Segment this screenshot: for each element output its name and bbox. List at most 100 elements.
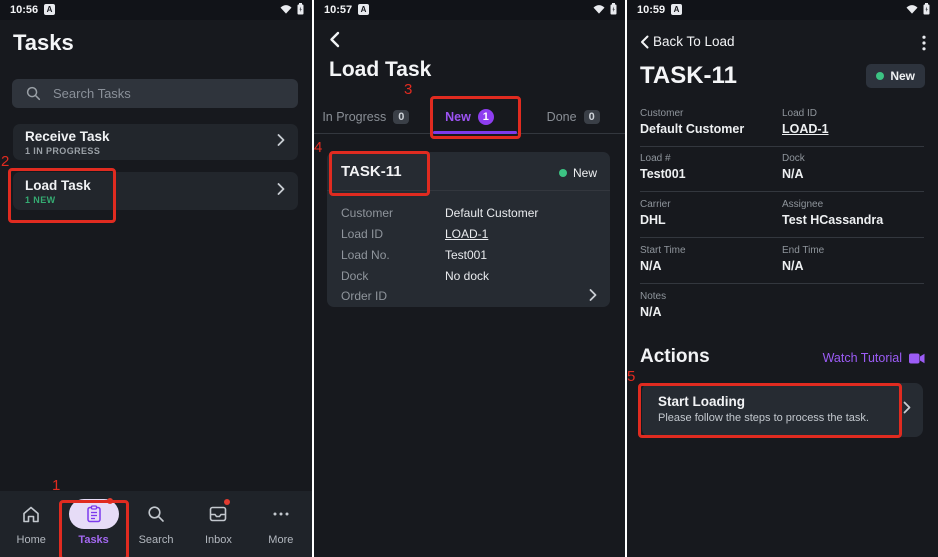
- row-orderid-label: Order ID: [341, 287, 387, 305]
- back-to-load-button[interactable]: Back To Load: [640, 34, 735, 49]
- notification-app-icon: A: [44, 4, 55, 15]
- tab-new-label: New: [445, 110, 471, 124]
- task-status: New: [558, 166, 597, 180]
- start-loading-title: Start Loading: [658, 394, 745, 409]
- annotation-box-2: [8, 168, 116, 223]
- ellipsis-icon: [271, 499, 291, 529]
- dock-value: No dock: [445, 269, 490, 283]
- field-carrier: Carrier DHL: [640, 199, 782, 227]
- field-value: DHL: [640, 213, 666, 227]
- task-tabs: In Progress 0 New 1 Done 0: [314, 102, 625, 132]
- chevron-right-icon[interactable]: [589, 288, 597, 306]
- row-loadid-label: Load ID: [341, 225, 383, 243]
- status-dot-icon: [558, 169, 567, 177]
- row-loadno-value: Test001: [445, 246, 487, 264]
- order-id-label: Order ID: [341, 289, 388, 303]
- battery-charging-icon: [297, 3, 304, 15]
- battery-charging-icon: [923, 3, 930, 15]
- field-label: Dock: [782, 153, 805, 164]
- start-loading-subtitle: Please follow the steps to process the t…: [658, 412, 869, 424]
- field-assignee: Assignee Test HCassandra: [782, 199, 932, 227]
- field-dock: Dock N/A: [782, 153, 924, 181]
- annotation-label-4: 4: [314, 139, 323, 156]
- chevron-right-icon: [277, 133, 285, 151]
- wifi-icon: [280, 5, 292, 14]
- field-load-number: Load # Test001: [640, 153, 782, 181]
- task-card[interactable]: TASK-11 New Customer Default Customer Lo…: [327, 152, 610, 307]
- annotation-label-5: 5: [627, 368, 636, 385]
- clipboard-icon: [86, 505, 101, 523]
- task-status-badge: New: [866, 64, 925, 88]
- chevron-right-icon: [277, 182, 285, 200]
- receive-task-item[interactable]: Receive Task 1 IN PROGRESS: [13, 124, 298, 160]
- nav-search[interactable]: Search: [125, 491, 187, 557]
- tab-in-progress-label: In Progress: [322, 110, 387, 124]
- annotation-box-3: [430, 96, 521, 139]
- row-dock-label: Dock: [341, 267, 368, 285]
- field-value: N/A: [782, 259, 804, 273]
- load-id-link[interactable]: LOAD-1: [782, 122, 829, 136]
- tab-done-count: 0: [583, 110, 600, 124]
- search-placeholder: Search Tasks: [53, 86, 131, 101]
- tasks-active-pill: [68, 498, 119, 529]
- tab-in-progress-count: 0: [393, 110, 410, 124]
- status-bar: 10:59 A: [627, 0, 938, 20]
- back-icon[interactable]: [329, 31, 340, 53]
- annotation-box-4: [329, 151, 430, 196]
- nav-inbox[interactable]: Inbox: [187, 491, 249, 557]
- start-loading-button[interactable]: Start Loading Please follow the steps to…: [642, 383, 923, 437]
- tab-done-label: Done: [546, 110, 577, 124]
- chevron-right-icon: [903, 401, 911, 419]
- nav-tasks-label: Tasks: [78, 534, 109, 546]
- field-label: Assignee: [782, 199, 824, 210]
- customer-label: Customer: [341, 206, 394, 220]
- row-loadno-label: Load No.: [341, 246, 390, 264]
- watch-tutorial-link[interactable]: Watch Tutorial: [823, 351, 925, 365]
- kebab-menu-icon[interactable]: [922, 35, 926, 56]
- search-nav-icon: [147, 499, 165, 529]
- field-divider: [640, 237, 924, 238]
- card-divider: [327, 190, 610, 191]
- screen-divider: [625, 0, 627, 557]
- field-notes: Notes N/A: [640, 291, 920, 319]
- home-icon: [21, 499, 41, 529]
- receive-task-title: Receive Task: [25, 129, 110, 144]
- field-divider: [640, 146, 924, 147]
- watch-tutorial-label: Watch Tutorial: [822, 351, 902, 365]
- battery-charging-icon: [610, 3, 617, 15]
- load-id-link[interactable]: LOAD-1: [445, 227, 489, 241]
- load-no-value: Test001: [445, 248, 488, 262]
- field-value: N/A: [640, 259, 662, 273]
- nav-search-label: Search: [138, 534, 174, 546]
- bottom-navigation: Home Tasks Search Inbox More: [0, 491, 312, 557]
- field-label: Notes: [640, 291, 667, 302]
- status-bar: 10:57 A: [314, 0, 625, 20]
- load-task-item[interactable]: Load Task 1 NEW: [13, 172, 298, 210]
- field-load-id: Load ID LOAD-1: [782, 108, 924, 136]
- back-icon: [641, 35, 649, 48]
- actions-heading: Actions: [640, 346, 710, 367]
- tab-done[interactable]: Done 0: [521, 102, 625, 132]
- dock-label: Dock: [341, 269, 369, 283]
- row-dock-value: No dock: [445, 267, 489, 285]
- annotation-label-3: 3: [404, 81, 413, 98]
- tab-new[interactable]: New 1: [418, 102, 522, 132]
- tab-in-progress[interactable]: In Progress 0: [314, 102, 418, 132]
- search-input[interactable]: Search Tasks: [12, 79, 298, 108]
- load-task-subtitle: 1 NEW: [25, 195, 56, 205]
- load-task-title: Load Task: [25, 178, 91, 193]
- task-title: TASK-11: [640, 62, 737, 89]
- field-label: Start Time: [640, 245, 686, 256]
- task-status-label: New: [890, 69, 915, 83]
- clock: 10:59: [637, 4, 666, 16]
- nav-tasks[interactable]: Tasks: [62, 491, 124, 557]
- load-no-label: Load No.: [341, 248, 390, 262]
- field-start-time: Start Time N/A: [640, 245, 782, 273]
- field-customer: Customer Default Customer: [640, 108, 782, 136]
- nav-home[interactable]: Home: [0, 491, 62, 557]
- field-value: Test001: [640, 167, 686, 181]
- field-value: Default Customer: [640, 122, 745, 136]
- wifi-icon: [906, 5, 918, 14]
- field-label: Load #: [640, 153, 671, 164]
- nav-more[interactable]: More: [250, 491, 312, 557]
